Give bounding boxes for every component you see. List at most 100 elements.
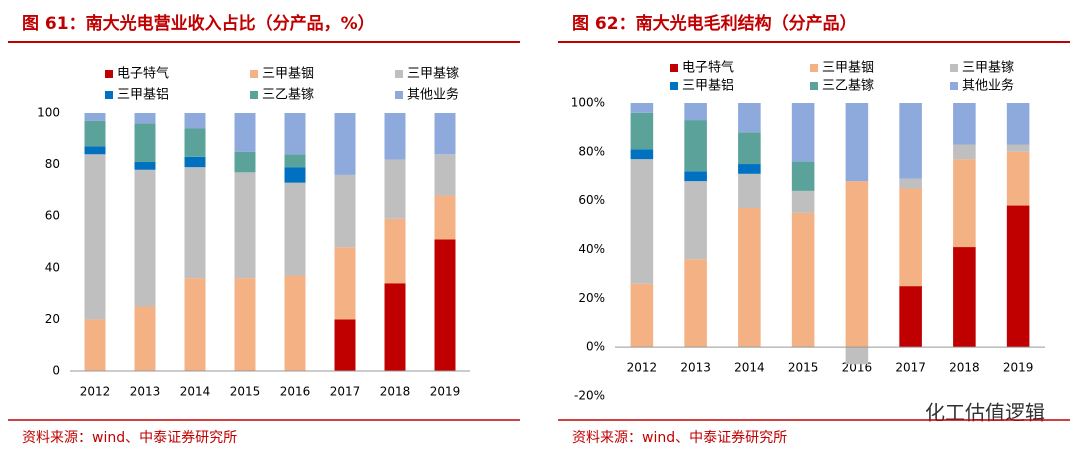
x-tick-label: 2012 <box>627 361 658 375</box>
bar-segment <box>234 278 256 371</box>
bar-segment <box>184 113 206 129</box>
bar-segment <box>791 190 815 213</box>
bar-segment <box>434 195 456 240</box>
legend-swatch <box>250 70 258 78</box>
x-tick-label: 2017 <box>330 385 361 399</box>
y-tick-label: 60 <box>45 209 60 223</box>
bar-segment <box>384 159 406 219</box>
bar-segment <box>334 247 356 320</box>
bar-segment <box>1006 144 1030 152</box>
legend-label: 三甲基镓 <box>407 67 459 82</box>
y-tick-label: 100% <box>571 96 605 110</box>
legend-swatch <box>670 82 678 90</box>
bar-segment <box>334 113 356 175</box>
legend-label: 三乙基镓 <box>262 88 314 103</box>
bar-segment <box>284 275 306 371</box>
bar-segment <box>384 283 406 371</box>
bar-segment <box>738 207 761 348</box>
x-tick-label: 2016 <box>280 385 311 399</box>
legend-swatch <box>810 64 818 72</box>
bar-segment <box>284 113 306 155</box>
legend-label: 三甲基铝 <box>682 79 734 94</box>
x-tick-label: 2019 <box>1003 361 1034 375</box>
legend-label: 其他业务 <box>407 87 459 103</box>
bar-segment <box>684 120 707 172</box>
bar-segment <box>684 259 707 348</box>
bar-segment <box>845 103 869 182</box>
bar-segment <box>84 113 106 121</box>
bar-segment <box>791 212 815 348</box>
chart-title: 图 61：南大光电营业收入占比（分产品，%） <box>22 13 375 34</box>
bar-segment <box>434 154 456 196</box>
bar-segment <box>284 182 306 276</box>
y-tick-label: 100 <box>37 106 60 120</box>
bar-segment <box>738 164 761 174</box>
legend-swatch <box>950 82 958 90</box>
bar-segment <box>184 156 206 168</box>
bar-segment <box>953 103 976 145</box>
x-tick-label: 2018 <box>949 361 980 375</box>
legend-label: 三乙基镓 <box>822 79 874 94</box>
bar-segment <box>845 181 869 348</box>
watermark: 化工估值逻辑 <box>925 401 1045 425</box>
legend-swatch <box>250 91 258 99</box>
bar-segment <box>738 173 761 208</box>
bar-segment <box>791 103 815 162</box>
bar-segment <box>84 120 106 147</box>
y-tick-label: 0 <box>52 364 60 378</box>
bar-segment <box>134 306 156 371</box>
legend-swatch <box>105 91 113 99</box>
source: 资料来源：wind、中泰证券研究所 <box>572 430 787 446</box>
bar-segment <box>284 167 306 183</box>
bar-segment <box>845 347 869 365</box>
legend-swatch <box>395 70 403 78</box>
bar-segment <box>630 159 654 284</box>
x-tick-label: 2015 <box>230 385 261 399</box>
y-tick-label: 0% <box>586 340 605 354</box>
y-tick-label: 80 <box>45 157 60 171</box>
bar-segment <box>899 178 922 189</box>
legend-label: 三甲基铝 <box>117 88 169 103</box>
y-tick-label: 40 <box>45 260 60 274</box>
legend-label: 三甲基镓 <box>962 61 1014 76</box>
bar-segment <box>134 169 156 307</box>
bar-segment <box>184 278 206 371</box>
legend-label: 电子特气 <box>117 66 169 82</box>
bar-segment <box>134 123 156 163</box>
x-tick-label: 2012 <box>80 385 111 399</box>
bar-segment <box>334 319 356 371</box>
bar-segment <box>384 218 406 284</box>
bar-segment <box>434 239 456 371</box>
bar-segment <box>738 132 761 165</box>
bar-segment <box>684 103 707 121</box>
legend-label: 三甲基铟 <box>262 67 314 82</box>
x-tick-label: 2018 <box>380 385 411 399</box>
bar-segment <box>738 103 761 133</box>
bar-segment <box>1006 103 1030 145</box>
bar-segment <box>134 162 156 170</box>
bar-segment <box>953 247 976 348</box>
y-tick-label: -20% <box>574 389 605 403</box>
bar-segment <box>384 113 406 160</box>
bar-segment <box>899 286 922 348</box>
bar-segment <box>953 144 976 160</box>
bar-segment <box>684 171 707 182</box>
y-tick-label: 60% <box>578 193 605 207</box>
legend-label: 电子特气 <box>682 60 734 76</box>
bar-segment <box>84 146 106 155</box>
legend-swatch <box>810 82 818 90</box>
x-tick-label: 2019 <box>430 385 461 399</box>
bar-segment <box>234 113 256 152</box>
source: 资料来源：wind、中泰证券研究所 <box>22 430 237 446</box>
legend-swatch <box>105 70 113 78</box>
legend-label: 三甲基铟 <box>822 61 874 76</box>
x-tick-label: 2014 <box>180 385 211 399</box>
bar-segment <box>1006 151 1030 206</box>
chart-title: 图 62：南大光电毛利结构（分产品） <box>572 13 857 34</box>
bar-segment <box>899 103 922 179</box>
y-tick-label: 20% <box>578 291 605 305</box>
bar-segment <box>630 112 654 150</box>
bar-segment <box>684 181 707 260</box>
x-tick-label: 2013 <box>680 361 711 375</box>
